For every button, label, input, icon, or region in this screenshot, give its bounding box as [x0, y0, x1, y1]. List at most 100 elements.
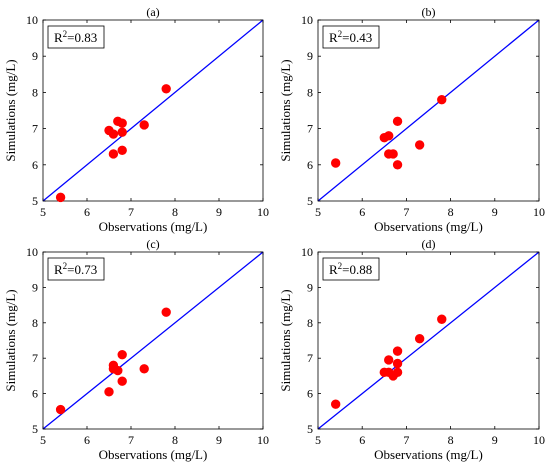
y-tick-label: 7 [32, 351, 38, 365]
x-tick-label: 8 [172, 433, 178, 447]
x-tick-label: 9 [216, 205, 222, 219]
r2-superscript: 2 [338, 261, 343, 271]
r2-box [47, 257, 105, 281]
y-tick-label: 6 [32, 387, 38, 401]
data-point [392, 367, 403, 378]
chart-panel-a: 5 6 7 8 9 10 5 6 7 8 9 10 (a) Observations (mg/L) Simu… [3, 5, 269, 234]
r2-label: R2=0.83 [54, 29, 97, 45]
x-tick-label: 6 [359, 433, 365, 447]
data-point [392, 160, 403, 170]
chart-panel-c: 5 6 7 8 9 10 5 6 7 8 9 10 (c) Observations (mg/L) Simu… [3, 237, 269, 462]
r2-value: =0.83 [67, 30, 97, 45]
data-point [117, 127, 127, 137]
data-point [161, 84, 171, 94]
chart-panel-d: 5 6 7 8 9 10 5 6 7 8 9 10 (d) Observations (mg/L) Simu… [278, 237, 545, 462]
data-point [437, 314, 447, 324]
reference-line [42, 251, 264, 430]
data-point [388, 149, 398, 159]
panel-title: (a) [146, 5, 159, 19]
x-tick-label: 7 [128, 205, 134, 219]
y-tick-label: 10 [301, 245, 313, 259]
data-point [55, 404, 66, 415]
x-tick-label: 5 [315, 205, 321, 219]
y-tick-label: 6 [32, 158, 38, 172]
data-point [139, 364, 149, 374]
reference-line [317, 19, 540, 202]
x-tick-label: 9 [216, 433, 222, 447]
y-tick-label: 10 [26, 13, 38, 27]
data-point [113, 365, 123, 376]
y-tick-label: 9 [32, 280, 38, 294]
x-tick-label: 6 [359, 205, 365, 219]
data-point [392, 346, 403, 356]
x-tick-label: 7 [403, 205, 409, 219]
r2-symbol: R [329, 262, 338, 277]
y-tick-label: 10 [301, 13, 313, 27]
r2-label: R2=0.43 [329, 29, 372, 45]
data-point [117, 349, 127, 360]
x-axis-label: Observations (mg/L) [374, 219, 483, 234]
data-point [437, 94, 447, 105]
y-tick-label: 5 [32, 194, 38, 208]
data-point [104, 387, 114, 397]
r2-symbol: R [54, 262, 63, 277]
r2-label: R2=0.88 [329, 261, 372, 277]
panel-title: (b) [422, 5, 436, 19]
r2-superscript: 2 [338, 29, 343, 39]
r2-box [47, 25, 105, 49]
x-tick-label: 10 [257, 205, 269, 219]
x-tick-label: 8 [172, 205, 178, 219]
y-tick-label: 7 [307, 351, 313, 365]
x-axis-label: Observations (mg/L) [99, 447, 208, 462]
x-tick-label: 9 [492, 205, 498, 219]
data-point [117, 145, 127, 156]
data-point [384, 355, 394, 365]
y-tick-label: 10 [26, 245, 38, 259]
y-tick-label: 6 [307, 158, 313, 172]
y-axis-label: Simulations (mg/L) [278, 289, 293, 391]
r2-value: =0.73 [67, 262, 97, 277]
y-tick-label: 7 [32, 122, 38, 136]
y-tick-label: 8 [307, 85, 313, 99]
y-tick-label: 8 [32, 316, 38, 330]
data-point [117, 376, 127, 386]
r2-symbol: R [329, 30, 338, 45]
x-tick-label: 9 [492, 433, 498, 447]
r2-label: R2=0.73 [54, 261, 97, 277]
r2-superscript: 2 [63, 29, 68, 39]
data-point [414, 334, 425, 344]
data-point [330, 158, 341, 168]
data-point [392, 358, 403, 369]
panel-title: (c) [146, 237, 159, 251]
y-tick-label: 9 [32, 49, 38, 63]
panel-title: (d) [422, 237, 436, 251]
r2-value: =0.43 [342, 30, 372, 45]
y-tick-label: 5 [32, 422, 38, 436]
y-tick-label: 6 [307, 387, 313, 401]
reference-line [42, 19, 264, 202]
x-tick-label: 8 [448, 205, 454, 219]
x-tick-label: 7 [403, 433, 409, 447]
x-axis-label: Observations (mg/L) [374, 447, 483, 462]
data-point [392, 116, 403, 127]
y-tick-label: 8 [32, 85, 38, 99]
data-point [108, 129, 119, 139]
x-tick-label: 10 [533, 433, 545, 447]
data-point [414, 140, 425, 150]
y-tick-label: 5 [307, 422, 313, 436]
r2-symbol: R [54, 30, 63, 45]
x-tick-label: 10 [257, 433, 269, 447]
y-tick-label: 5 [307, 194, 313, 208]
reference-line [317, 251, 540, 430]
y-tick-label: 7 [307, 122, 313, 136]
r2-superscript: 2 [63, 261, 68, 271]
x-tick-label: 5 [315, 433, 321, 447]
x-tick-label: 7 [128, 433, 134, 447]
x-axis-label: Observations (mg/L) [99, 219, 208, 234]
r2-box [322, 25, 380, 49]
data-point [161, 307, 171, 317]
data-point [330, 399, 341, 409]
x-tick-label: 10 [533, 205, 545, 219]
y-tick-label: 8 [307, 316, 313, 330]
